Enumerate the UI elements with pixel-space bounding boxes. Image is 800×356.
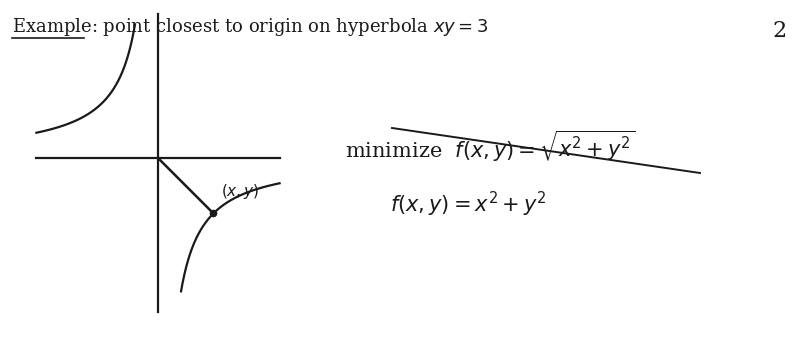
Text: Example: point closest to origin on hyperbola $xy = 3$: Example: point closest to origin on hype… [12,16,489,38]
Text: $(x, y)$: $(x, y)$ [222,182,260,201]
Text: minimize  $f(x,y) = \sqrt{x^2 + y^2}$: minimize $f(x,y) = \sqrt{x^2 + y^2}$ [345,129,635,164]
Text: 2: 2 [773,20,787,42]
Text: $f(x,y) = x^2 + y^2$: $f(x,y) = x^2 + y^2$ [390,189,546,219]
